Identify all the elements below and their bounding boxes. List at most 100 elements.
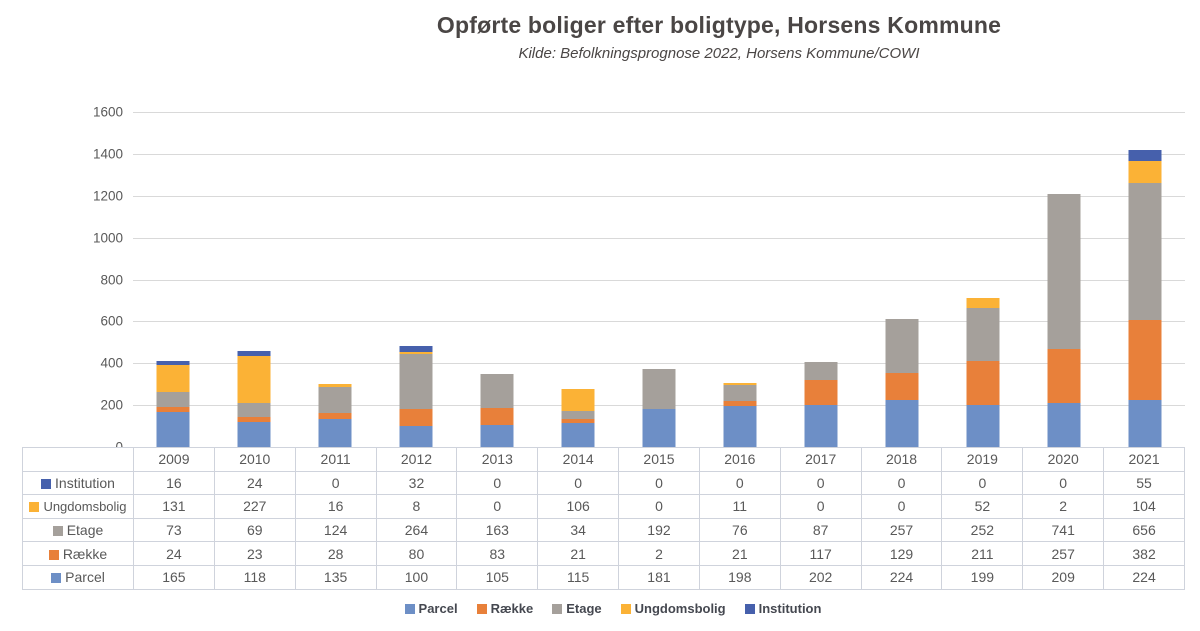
- value-cell: 80: [375, 541, 458, 566]
- bar-segment-institution: [237, 350, 271, 356]
- value-cell: 104: [1103, 494, 1185, 519]
- bar-stack-2011: [318, 383, 352, 447]
- value-cell: 69: [213, 517, 296, 543]
- bar-segment-række: [318, 412, 352, 419]
- bar-segment-række: [480, 407, 514, 426]
- bar-segment-parcel: [642, 409, 676, 447]
- value-cell: 224: [860, 564, 943, 590]
- y-tick-label: 200: [100, 397, 123, 413]
- bar-segment-ungdomsbolig: [723, 382, 757, 386]
- value-cell: 11: [698, 494, 781, 519]
- value-cell: 131: [133, 494, 215, 519]
- value-cell: 23: [213, 541, 296, 566]
- value-cell: 32: [375, 470, 458, 496]
- bar-segment-række: [723, 401, 757, 406]
- bar-column-2020: [1023, 112, 1104, 447]
- bar-segment-ungdomsbolig: [1128, 161, 1162, 183]
- y-tick-label: 1600: [92, 104, 123, 120]
- value-cell: 0: [779, 494, 862, 519]
- bar-column-2015: [619, 112, 700, 447]
- value-cell: 21: [537, 541, 620, 566]
- value-cell: 163: [456, 517, 539, 543]
- bar-stack-2012: [399, 345, 433, 447]
- bar-column-2011: [295, 112, 376, 447]
- bar-segment-parcel: [156, 412, 190, 447]
- y-tick-label: 400: [100, 355, 123, 371]
- value-cell: 0: [618, 494, 700, 519]
- bar-stack-2017: [804, 362, 838, 447]
- bar-segment-etage: [399, 354, 433, 410]
- bar-segment-række: [399, 409, 433, 427]
- bar-segment-parcel: [1047, 403, 1081, 447]
- gridline: [133, 112, 1185, 113]
- bar-stack-2020: [1047, 193, 1081, 447]
- bar-segment-ungdomsbolig: [318, 383, 352, 387]
- bar-segment-parcel: [480, 425, 514, 447]
- bar-stack-2010: [237, 350, 271, 447]
- value-cell: 76: [698, 517, 781, 543]
- chart-subtitle: Kilde: Befolkningsprognose 2022, Horsens…: [518, 45, 920, 62]
- bar-column-2016: [699, 112, 780, 447]
- etage-swatch-icon: [52, 526, 63, 537]
- bar-stack-2019: [966, 297, 1000, 447]
- bar-segment-ungdomsbolig: [966, 297, 1000, 309]
- value-cell: 0: [860, 470, 943, 496]
- bar-segment-etage: [723, 385, 757, 402]
- bar-stack-2014: [561, 389, 595, 447]
- table-corner-blank: [22, 447, 134, 472]
- data-table-wrap: 2009 2010 2011 2012 2013 2014 2015 2016 2017 2018…: [22, 447, 1185, 590]
- bar-stack-2018: [885, 319, 919, 447]
- bar-column-2019: [942, 112, 1023, 447]
- year-header-cell: 2009: [133, 447, 215, 472]
- table-row-række: Række 24 23 28 80 83 21 2 21 117 129 211 257 382: [22, 541, 1185, 566]
- value-cell: 198: [698, 564, 781, 590]
- bar-segment-række: [237, 417, 271, 423]
- bar-stack-2015: [642, 368, 676, 447]
- value-cell: 257: [860, 517, 943, 543]
- value-cell: 83: [456, 541, 539, 566]
- value-cell: 24: [213, 470, 296, 496]
- value-cell: 192: [618, 517, 700, 543]
- value-cell: 209: [1022, 564, 1105, 590]
- value-cell: 21: [698, 541, 781, 566]
- table-row-institution: Institution 16 24 0 32 0 0 0 0 0 0 0 0 55: [22, 470, 1185, 496]
- table-row-parcel: Parcel 165 118 135 100 105 115 181 198 202 224 199 2…: [22, 564, 1185, 590]
- data-table-body: 2009 2010 2011 2012 2013 2014 2015 2016 2017 2018…: [22, 447, 1185, 590]
- value-cell: 181: [618, 564, 700, 590]
- bar-column-2021: [1104, 112, 1185, 447]
- value-cell: 741: [1022, 517, 1105, 543]
- row-label-text: Parcel: [65, 569, 105, 586]
- legend-label: Ungdomsbolig: [634, 601, 726, 616]
- year-header-cell: 2010: [213, 447, 296, 472]
- value-cell: 34: [537, 517, 620, 543]
- year-header-cell: 2020: [1022, 447, 1105, 472]
- bar-column-2014: [538, 112, 619, 447]
- legend-label: Parcel: [418, 601, 458, 616]
- parcel-legend-swatch-icon: [404, 603, 415, 614]
- etage-legend-swatch-icon: [552, 603, 563, 614]
- gridline: [133, 237, 1185, 239]
- value-cell: 87: [779, 517, 862, 543]
- legend-label: Institution: [758, 601, 822, 616]
- bar-segment-parcel: [885, 400, 919, 447]
- value-cell: 252: [941, 517, 1024, 543]
- legend-label: Række: [490, 601, 534, 616]
- value-cell: 199: [941, 564, 1024, 590]
- ungdomsbolig-swatch-icon: [29, 501, 40, 512]
- value-cell: 52: [941, 494, 1024, 519]
- value-cell: 16: [133, 470, 215, 496]
- bar-stack-2013: [480, 373, 514, 447]
- legend-item-etage: Etage: [552, 601, 602, 616]
- bar-segment-etage: [1128, 182, 1162, 321]
- year-header-cell: 2021: [1103, 447, 1185, 472]
- ungdomsbolig-legend-swatch-icon: [620, 603, 631, 614]
- bar-segment-parcel: [318, 418, 352, 447]
- value-cell: 117: [779, 541, 862, 566]
- gridline: [133, 279, 1185, 281]
- year-header-cell: 2014: [537, 447, 620, 472]
- value-cell: 0: [537, 470, 620, 496]
- year-header-cell: 2018: [860, 447, 943, 472]
- value-cell: 227: [213, 494, 296, 519]
- bar-column-2012: [376, 112, 457, 447]
